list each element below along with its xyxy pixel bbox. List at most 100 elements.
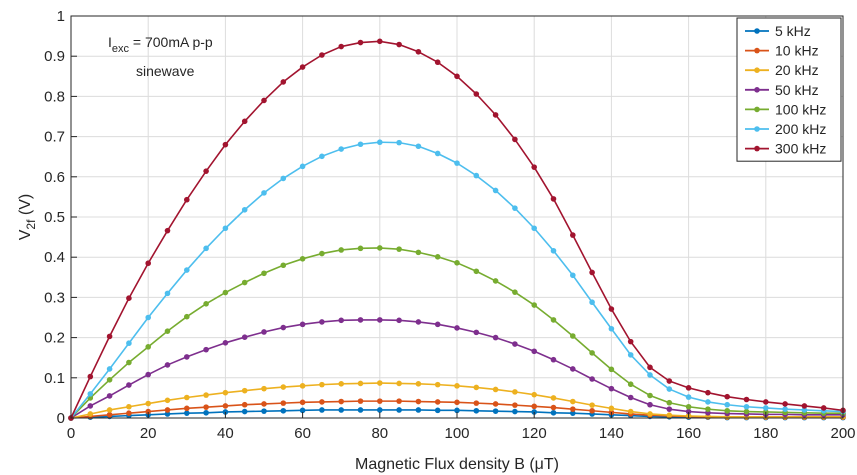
data-point-50-khz <box>203 346 209 353</box>
data-point-50-khz <box>434 321 441 328</box>
data-point-5-khz <box>222 409 229 415</box>
series-300-khz <box>68 38 846 421</box>
data-point-5-khz <box>203 409 209 416</box>
data-point-200-khz <box>512 205 518 211</box>
legend-item-50-khz: 50 kHz <box>745 82 819 98</box>
legend-swatch-marker <box>754 28 760 34</box>
data-point-50-khz <box>608 385 615 392</box>
data-point-20-khz <box>377 380 383 386</box>
data-point-200-khz <box>396 139 402 146</box>
data-point-50-khz <box>627 394 634 401</box>
data-point-300-khz <box>705 389 711 396</box>
data-point-100-khz <box>415 249 422 256</box>
data-point-300-khz <box>126 295 132 302</box>
data-point-5-khz <box>434 407 441 414</box>
data-point-100-khz <box>203 301 209 307</box>
data-point-50-khz <box>589 376 595 382</box>
ticks: 0 20 40 60 80 100 120 140 160 180 200 0 0.1 0.2 0.3 0.4… <box>44 8 855 442</box>
legend-swatch-marker <box>754 67 760 73</box>
data-point-5-khz <box>319 407 325 413</box>
data-point-50-khz <box>299 321 306 328</box>
data-point-20-khz <box>126 403 132 410</box>
x-axis-label: Magnetic Flux density B (μT) <box>355 456 559 473</box>
data-point-100-khz <box>627 381 634 388</box>
data-point-300-khz <box>377 38 383 45</box>
data-point-100-khz <box>299 256 306 262</box>
data-point-20-khz <box>531 391 537 398</box>
data-point-20-khz <box>145 400 151 407</box>
data-point-20-khz <box>415 381 422 387</box>
data-point-100-khz <box>280 262 287 269</box>
data-point-50-khz <box>512 341 518 347</box>
data-point-100-khz <box>743 408 750 415</box>
data-point-100-khz <box>164 328 171 334</box>
x-tick-label: 40 <box>217 425 234 442</box>
data-point-50-khz <box>647 401 653 408</box>
legend-item-10-khz: 10 kHz <box>745 43 819 59</box>
data-point-50-khz <box>531 348 537 355</box>
data-point-5-khz <box>570 410 576 416</box>
data-point-20-khz <box>627 408 634 415</box>
data-point-20-khz <box>338 381 345 387</box>
data-point-50-khz <box>280 324 287 331</box>
data-point-10-khz <box>241 401 248 408</box>
data-point-50-khz <box>377 317 383 323</box>
y-tick-label: 0.6 <box>44 169 65 186</box>
data-point-50-khz <box>570 366 576 372</box>
data-point-300-khz <box>396 41 402 48</box>
x-tick-label: 20 <box>140 425 157 442</box>
data-point-10-khz <box>261 401 267 407</box>
data-point-100-khz <box>357 245 364 252</box>
data-point-20-khz <box>280 384 287 390</box>
legend-label: 10 kHz <box>775 43 819 59</box>
data-point-300-khz <box>87 373 94 380</box>
data-point-10-khz <box>396 398 402 404</box>
data-point-100-khz <box>377 245 383 251</box>
data-point-100-khz <box>319 250 325 257</box>
annotation: Iexc = 700mA p-p sinewave <box>108 34 213 79</box>
data-point-300-khz <box>319 52 325 58</box>
data-point-20-khz <box>106 407 113 413</box>
x-tick-label: 200 <box>830 425 855 442</box>
data-point-10-khz <box>106 411 113 418</box>
legend-swatch-marker <box>754 126 760 132</box>
legend-item-200-khz: 200 kHz <box>745 121 826 137</box>
data-point-200-khz <box>280 175 287 182</box>
data-point-200-khz <box>184 267 190 273</box>
data-point-200-khz <box>87 391 94 397</box>
data-point-20-khz <box>434 381 441 388</box>
data-point-10-khz <box>319 399 325 405</box>
x-tick-label: 160 <box>676 425 701 442</box>
legend-label: 100 kHz <box>775 101 826 117</box>
data-point-300-khz <box>415 48 422 55</box>
data-point-5-khz <box>415 407 422 413</box>
data-point-300-khz <box>512 136 518 143</box>
data-point-20-khz <box>184 394 190 401</box>
data-point-200-khz <box>647 372 653 378</box>
data-point-200-khz <box>164 290 171 297</box>
data-point-300-khz <box>782 401 788 407</box>
data-point-300-khz <box>203 168 209 174</box>
y-tick-label: 0.2 <box>44 330 65 347</box>
data-point-20-khz <box>357 380 364 387</box>
data-point-5-khz <box>377 407 383 413</box>
data-point-5-khz <box>357 407 364 413</box>
legend-label: 300 kHz <box>775 141 826 157</box>
data-point-50-khz <box>338 317 345 324</box>
x-tick-label: 100 <box>444 425 469 442</box>
data-point-10-khz <box>338 398 345 405</box>
data-point-100-khz <box>685 403 692 410</box>
legend-label: 5 kHz <box>775 23 811 39</box>
data-point-100-khz <box>550 317 557 323</box>
data-point-5-khz <box>338 407 345 413</box>
data-point-50-khz <box>396 317 402 324</box>
data-point-20-khz <box>589 402 595 408</box>
data-point-100-khz <box>434 253 441 260</box>
data-point-200-khz <box>550 247 557 254</box>
legend-label: 200 kHz <box>775 121 826 137</box>
data-point-10-khz <box>357 398 364 404</box>
x-tick-label: 80 <box>371 425 388 442</box>
data-point-200-khz <box>377 139 383 146</box>
data-point-200-khz <box>415 143 422 150</box>
data-point-50-khz <box>550 356 557 363</box>
